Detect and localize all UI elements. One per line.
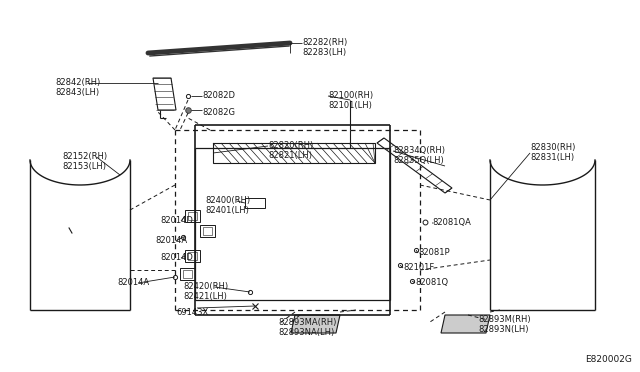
Text: 82842(RH): 82842(RH) (55, 78, 100, 87)
Text: 82835Q(LH): 82835Q(LH) (393, 156, 444, 165)
Text: 82081QA: 82081QA (432, 218, 471, 227)
Text: 82843(LH): 82843(LH) (55, 88, 99, 97)
Text: 82420(RH): 82420(RH) (183, 282, 228, 291)
Text: 82421(LH): 82421(LH) (183, 292, 227, 301)
Bar (245, 198, 265, 208)
Text: 82081P: 82081P (418, 248, 450, 257)
Bar (185, 250, 200, 262)
Text: 82283(LH): 82283(LH) (302, 48, 346, 57)
Text: 82014A: 82014A (117, 278, 149, 287)
Text: 82401(LH): 82401(LH) (205, 206, 249, 215)
Text: E820002G: E820002G (585, 355, 632, 364)
Text: 82014D: 82014D (160, 216, 193, 225)
Text: 82101F: 82101F (403, 263, 435, 272)
Bar (185, 210, 200, 222)
Text: 82893N(LH): 82893N(LH) (478, 325, 529, 334)
Text: 82821(LH): 82821(LH) (268, 151, 312, 160)
Bar (200, 225, 215, 237)
Bar (183, 270, 192, 278)
Text: 82400(RH): 82400(RH) (205, 196, 250, 205)
Text: 82014A: 82014A (155, 236, 187, 245)
Text: 82082D: 82082D (202, 91, 235, 100)
Text: 82831(LH): 82831(LH) (530, 153, 574, 162)
Text: 82014D: 82014D (160, 253, 193, 262)
Text: 82830(RH): 82830(RH) (530, 143, 575, 152)
Polygon shape (291, 315, 340, 333)
Text: 82893MA(RH): 82893MA(RH) (278, 318, 337, 327)
Bar (203, 227, 212, 235)
Text: 82100(RH): 82100(RH) (328, 91, 373, 100)
Text: 82893NA(LH): 82893NA(LH) (278, 328, 334, 337)
Polygon shape (441, 315, 490, 333)
Bar (188, 212, 197, 220)
Text: 82152(RH): 82152(RH) (62, 152, 107, 161)
Text: 82101(LH): 82101(LH) (328, 101, 372, 110)
Text: 82820(RH): 82820(RH) (268, 141, 313, 150)
Bar (213, 143, 375, 163)
Text: 82834Q(RH): 82834Q(RH) (393, 146, 445, 155)
Text: 82081Q: 82081Q (415, 278, 448, 287)
Bar (188, 252, 197, 260)
Text: 82893M(RH): 82893M(RH) (478, 315, 531, 324)
Text: 82082G: 82082G (202, 108, 235, 117)
Text: 82282(RH): 82282(RH) (302, 38, 348, 47)
Text: 82153(LH): 82153(LH) (62, 162, 106, 171)
Bar (180, 268, 195, 280)
Text: 69143X: 69143X (176, 308, 208, 317)
